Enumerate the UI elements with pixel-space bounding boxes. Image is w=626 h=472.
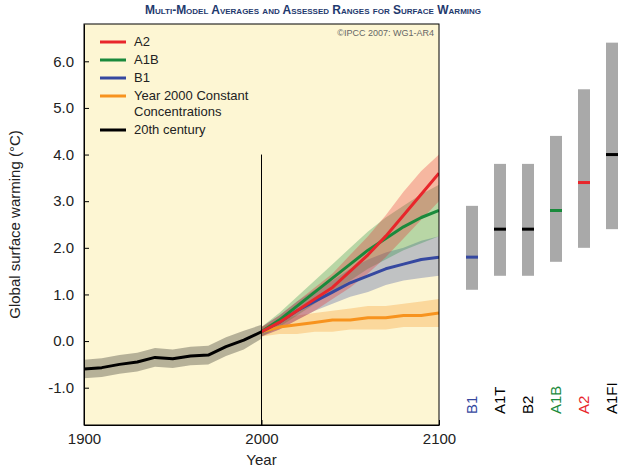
y-tick: 2.0 <box>53 239 89 256</box>
y-tick: 4.0 <box>53 146 89 163</box>
legend-swatch <box>100 41 126 44</box>
uncertainty-band <box>262 155 440 337</box>
best-estimate <box>466 256 478 259</box>
best-estimate <box>494 228 506 231</box>
legend: A2 A1B B1 Year 2000 ConstantConcentrations 2… <box>100 34 249 137</box>
legend-label: A2 <box>134 34 150 49</box>
x-tick-label: 2100 <box>423 430 456 447</box>
y-tick-label: 6.0 <box>53 53 74 70</box>
scenario-label: A2 <box>575 396 592 414</box>
y-tick-mark <box>84 108 89 109</box>
range-bar <box>606 43 618 230</box>
plot-background <box>84 24 439 425</box>
legend-label: Year 2000 ConstantConcentrations <box>134 88 249 119</box>
y-tick: 3.0 <box>53 192 89 209</box>
y-axis-title: Global surface warming (°C) <box>6 130 23 319</box>
plot-frame <box>84 24 439 425</box>
legend-label: A1B <box>134 52 159 67</box>
legend-label: B1 <box>134 70 150 85</box>
best-estimate <box>522 228 534 231</box>
best-estimate <box>550 209 562 212</box>
y-tick-mark <box>84 155 89 156</box>
series-line <box>262 173 440 332</box>
legend-swatch <box>100 129 126 132</box>
x-axis: 1900 2000 2100 <box>68 420 456 447</box>
y-axis: -1.0 0.0 1.0 2.0 3.0 4.0 5.0 6.0 <box>48 25 89 426</box>
x-tick: 2100 <box>423 420 456 447</box>
scenario-label: A1T <box>491 386 508 414</box>
reference-line <box>261 155 262 425</box>
title: Multi-Model Averages and Assessed Ranges… <box>145 3 481 17</box>
y-tick-label: 5.0 <box>53 99 74 116</box>
x-axis-title: Year <box>246 451 276 468</box>
copyright: ©IPCC 2007: WG1-AR4 <box>337 28 434 38</box>
series-line <box>262 257 440 332</box>
y-tick-label: 4.0 <box>53 146 74 163</box>
series-line <box>84 332 262 369</box>
plot-area <box>84 155 439 425</box>
best-estimate <box>578 181 590 184</box>
y-tick: 5.0 <box>53 99 89 116</box>
range-bar <box>494 164 506 276</box>
x-tick-mark <box>262 420 263 425</box>
y-tick-label: 0.0 <box>53 332 74 349</box>
x-tick: 2000 <box>245 420 278 447</box>
y-tick-mark <box>84 294 89 295</box>
y-tick-label: 1.0 <box>53 286 74 303</box>
y-tick: -1.0 <box>48 379 89 396</box>
x-tick-label: 2000 <box>245 430 278 447</box>
x-axis-line <box>85 425 440 426</box>
scenario-label: A1B <box>547 386 564 414</box>
uncertainty-band <box>84 325 262 379</box>
y-tick-mark <box>84 201 89 202</box>
range-bar <box>550 136 562 262</box>
legend-swatch <box>100 95 126 98</box>
range-bars: B1 A1T B2 A1B A2 A1FI <box>463 43 620 414</box>
y-tick-label: 2.0 <box>53 239 74 256</box>
chart: 1900 2000 2100 -1.0 0.0 1.0 2.0 3.0 4.0 5.0 6.0 Mul… <box>0 0 626 472</box>
scenario-label: B1 <box>463 396 480 414</box>
y-tick-label: -1.0 <box>48 379 74 396</box>
range-bar <box>522 164 534 276</box>
y-tick: 6.0 <box>53 53 89 70</box>
legend-label: 20th century <box>134 122 206 137</box>
y-tick-mark <box>84 61 89 62</box>
y-tick: 0.0 <box>53 332 89 349</box>
x-tick-label: 1900 <box>68 430 101 447</box>
legend-swatch <box>100 59 126 62</box>
y-tick-mark <box>84 248 89 249</box>
scenario-label: A1FI <box>603 382 620 414</box>
range-bar <box>578 89 590 248</box>
best-estimate <box>606 153 618 156</box>
y-axis-line <box>84 25 85 426</box>
range-bar <box>466 206 478 290</box>
y-tick-mark <box>84 388 89 389</box>
y-tick: 1.0 <box>53 286 89 303</box>
legend-swatch <box>100 77 126 80</box>
scenario-label: B2 <box>519 396 536 414</box>
y-tick-mark <box>84 341 89 342</box>
x-tick-mark <box>439 420 440 425</box>
y-tick-label: 3.0 <box>53 192 74 209</box>
